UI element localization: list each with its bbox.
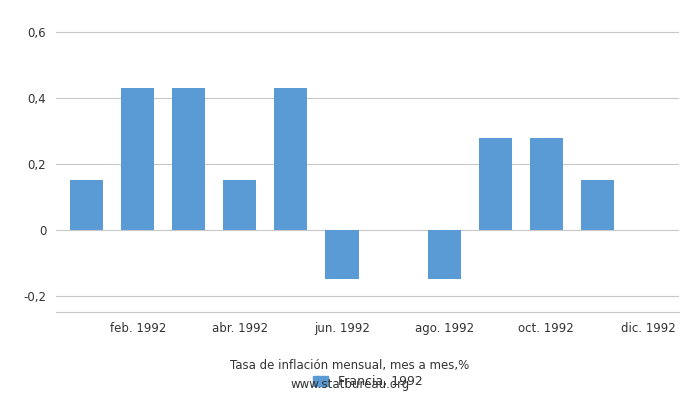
Text: www.statbureau.org: www.statbureau.org — [290, 378, 410, 391]
Bar — [274, 88, 307, 230]
Bar — [70, 180, 103, 230]
Bar — [479, 138, 512, 230]
Bar — [428, 230, 461, 279]
Text: Tasa de inflación mensual, mes a mes,%: Tasa de inflación mensual, mes a mes,% — [230, 360, 470, 372]
Bar — [223, 180, 256, 230]
Bar — [326, 230, 358, 279]
Legend: Francia, 1992: Francia, 1992 — [309, 372, 426, 392]
Bar — [530, 138, 563, 230]
Bar — [581, 180, 614, 230]
Bar — [121, 88, 154, 230]
Bar — [172, 88, 205, 230]
